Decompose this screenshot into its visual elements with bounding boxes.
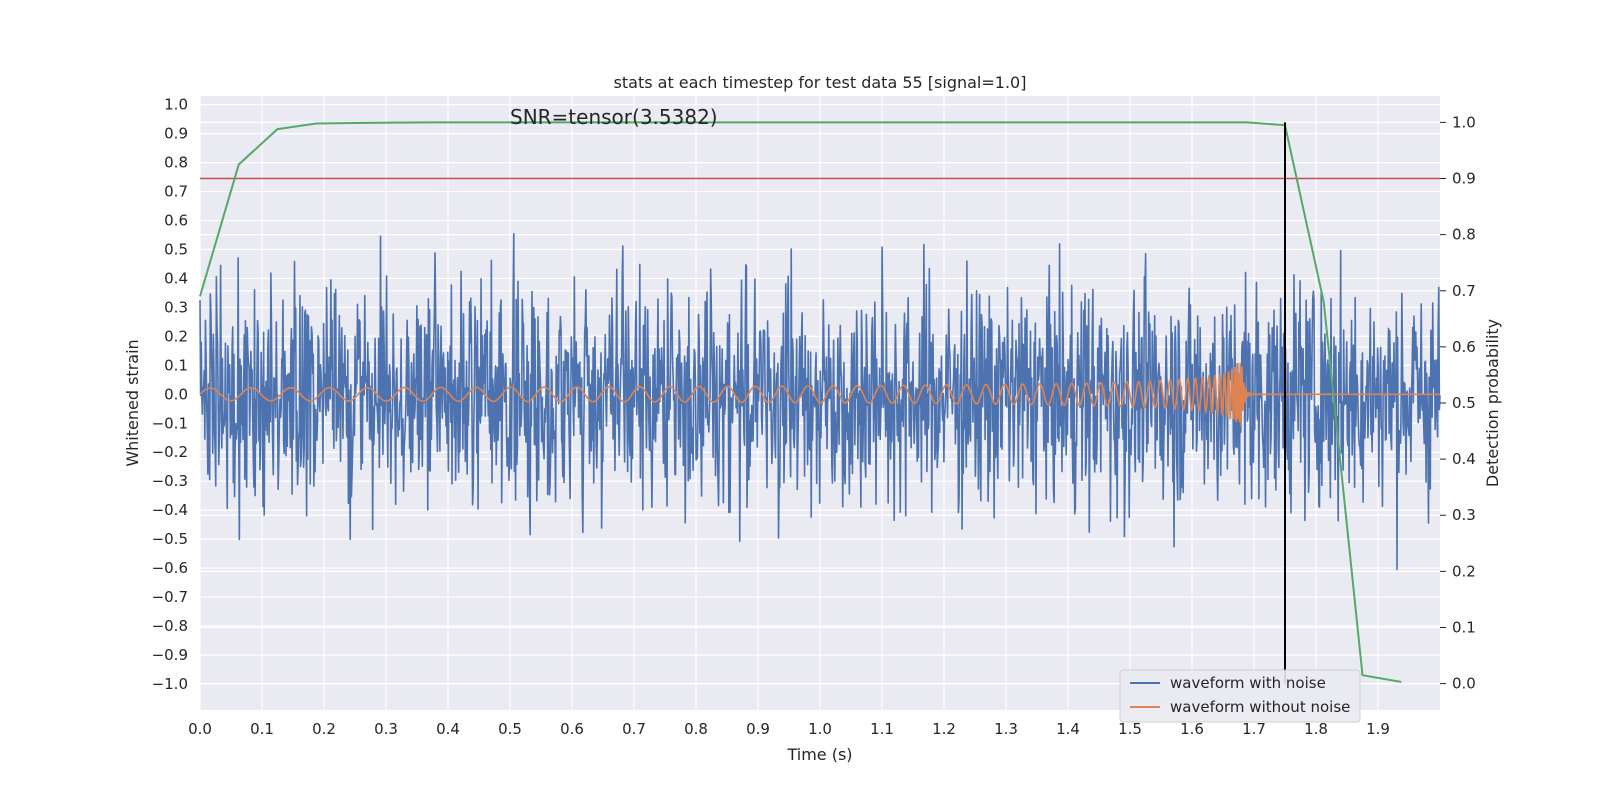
x-tick-label: 0.3 <box>374 720 398 738</box>
x-tick-label: 1.0 <box>808 720 832 738</box>
x-tick-label: 1.1 <box>870 720 894 738</box>
x-tick-label: 1.3 <box>994 720 1018 738</box>
y-tick-label: 0.6 <box>164 212 188 230</box>
x-tick-label: 1.9 <box>1366 720 1390 738</box>
x-tick-label: 0.5 <box>498 720 522 738</box>
y-tick-label: 1.0 <box>164 96 188 114</box>
y-tick-label: 0.1 <box>164 356 188 374</box>
y2-tick-label: 0.2 <box>1452 562 1476 580</box>
y2-tick-label: 0.7 <box>1452 282 1476 300</box>
x-axis: 0.0 0.1 0.2 0.3 0.4 0.5 0.6 0.7 0.8 0.9 1.0 1.1 1.2 1… <box>188 720 1390 738</box>
legend-label-noise: waveform with noise <box>1170 674 1326 692</box>
y-axis-right: 1.0 0.9 0.8 0.7 0.6 0.5 0.4 0.3 0.2 0.1 0.0 <box>1440 113 1476 693</box>
x-tick-label: 1.8 <box>1304 720 1328 738</box>
y2-tick-label: 0.5 <box>1452 394 1476 412</box>
x-tick-label: 0.9 <box>746 720 770 738</box>
x-tick-label: 1.2 <box>932 720 956 738</box>
legend-label-clean: waveform without noise <box>1170 698 1350 716</box>
x-tick-label: 1.4 <box>1056 720 1080 738</box>
legend-box <box>1119 669 1361 723</box>
x-axis-label: Time (s) <box>786 745 852 764</box>
y-axis-label: Whitened strain <box>123 339 142 466</box>
y2-tick-label: 0.6 <box>1452 338 1476 356</box>
legend: waveform with noise waveform without noi… <box>1119 669 1361 723</box>
y-tick-label: −1.0 <box>152 675 188 693</box>
y2-tick-label: 0.3 <box>1452 506 1476 524</box>
x-tick-label: 0.2 <box>312 720 336 738</box>
y-tick-label: 0.0 <box>164 385 188 403</box>
y-tick-label: −0.6 <box>152 559 188 577</box>
y2-tick-label: 0.1 <box>1452 618 1476 636</box>
y-tick-label: 0.4 <box>164 269 188 287</box>
y-tick-label: −0.7 <box>152 588 188 606</box>
y-tick-label: −0.9 <box>152 646 188 664</box>
y-tick-label: 0.2 <box>164 327 188 345</box>
y-tick-label: −0.5 <box>152 530 188 548</box>
x-tick-label: 0.7 <box>622 720 646 738</box>
snr-annotation: SNR=tensor(3.5382) <box>510 105 718 129</box>
series-detection-probability <box>199 121 1402 683</box>
y-tick-label: 0.9 <box>164 125 188 143</box>
y-tick-label: 0.5 <box>164 241 188 259</box>
y2-tick-label: 0.4 <box>1452 450 1476 468</box>
x-tick-label: 0.0 <box>188 720 212 738</box>
y-axis-left: 1.0 0.9 0.8 0.7 0.6 0.5 0.4 0.3 0.2 0.1 0.0 −0.1 −0.… <box>152 96 188 693</box>
y2-tick-label: 0.8 <box>1452 226 1476 244</box>
y-tick-label: −0.1 <box>152 414 188 432</box>
y2-tick-label: 0.0 <box>1452 675 1476 693</box>
x-tick-label: 1.7 <box>1242 720 1266 738</box>
chart-title: stats at each timestep for test data 55 … <box>614 73 1027 92</box>
y-tick-label: −0.8 <box>152 617 188 635</box>
y2-tick-label: 1.0 <box>1452 113 1476 131</box>
x-tick-label: 1.6 <box>1180 720 1204 738</box>
y-tick-label: 0.3 <box>164 298 188 316</box>
y-tick-label: −0.4 <box>152 501 188 519</box>
x-tick-label: 0.8 <box>684 720 708 738</box>
series-clean-line <box>199 362 1440 426</box>
y2-axis-label: Detection probability <box>1483 319 1502 487</box>
x-tick-label: 0.4 <box>436 720 460 738</box>
x-tick-label: 1.5 <box>1118 720 1142 738</box>
y-tick-label: −0.2 <box>152 443 188 461</box>
x-tick-label: 0.6 <box>560 720 584 738</box>
x-tick-label: 0.1 <box>250 720 274 738</box>
y-tick-label: 0.7 <box>164 183 188 201</box>
data-layer <box>199 121 1441 684</box>
y-tick-label: 0.8 <box>164 154 188 172</box>
y2-tick-label: 0.9 <box>1452 170 1476 188</box>
y-tick-label: −0.3 <box>152 472 188 490</box>
series-noise-line <box>199 232 1441 571</box>
